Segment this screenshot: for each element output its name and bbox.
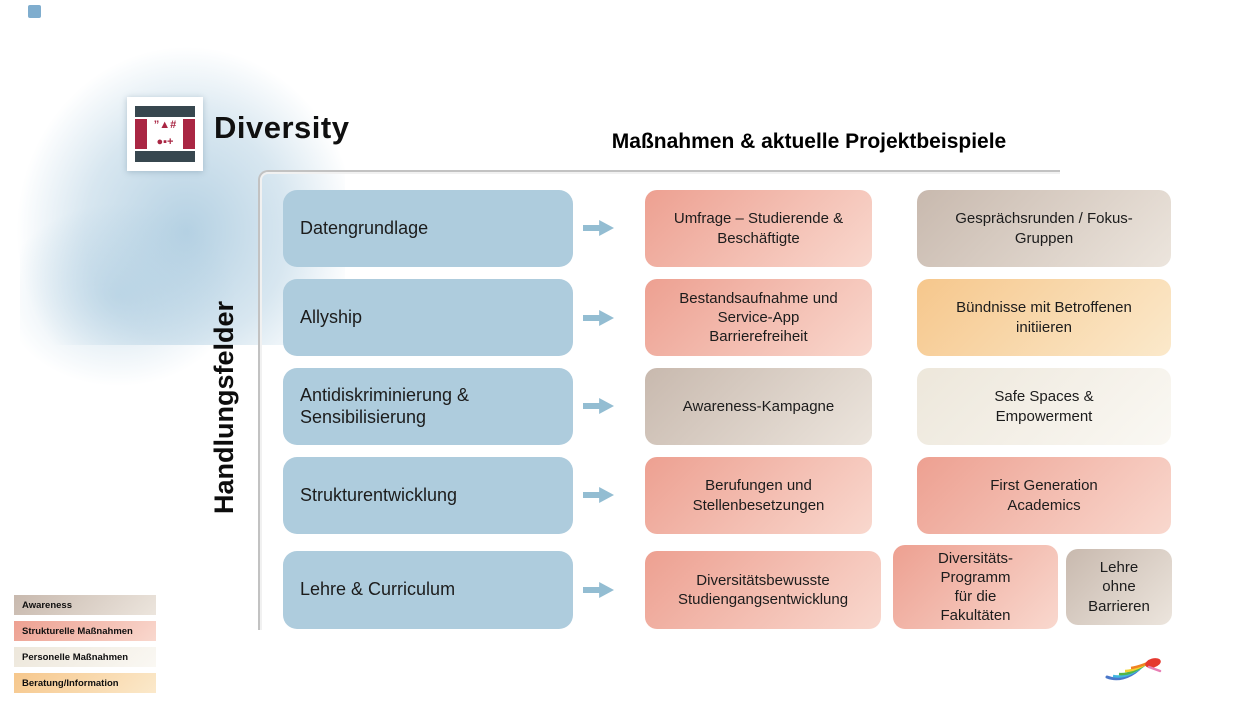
logo-right-bar [182,119,195,149]
field-datengrundlage: Datengrundlage [283,190,573,267]
legend-item-personelle: Personelle Maßnahmen [14,647,156,667]
logo-bottom-bar [135,151,195,162]
background-cloud [20,200,240,390]
field-allyship: Allyship [283,279,573,356]
right-arrow-icon [583,582,614,598]
university-logo-icon: ”▲# ●▪+ [127,97,203,171]
measure-umfrage: Umfrage – Studierende & Beschäftigte [645,190,872,267]
measure-berufungen: Berufungen und Stellenbesetzungen [645,457,872,534]
slide-title: Diversity [214,110,350,145]
legend-item-strukturelle: Strukturelle Maßnahmen [14,621,156,641]
measure-buendnisse: Bündnisse mit Betroffenen initiieren [917,279,1171,356]
field-lehre-curriculum: Lehre & Curriculum [283,551,573,629]
field-antidiskriminierung: Antidiskriminierung & Sensibilisierung [283,368,573,445]
logo-glyphs: ”▲# ●▪+ [153,119,177,148]
measure-lehre-ohne-barrieren: Lehre ohne Barrieren [1066,549,1172,625]
measure-awareness-kampagne: Awareness-Kampagne [645,368,872,445]
legend-item-awareness: Awareness [14,595,156,615]
measure-diversitaets-programm: Diversitäts- Programm für die Fakultäten [893,545,1058,629]
measures-heading: Maßnahmen & aktuelle Projektbeispiele [611,130,1007,153]
measure-gespraechsrunden: Gesprächsrunden / Fokus- Gruppen [917,190,1171,267]
logo-top-bar [135,106,195,117]
right-arrow-icon [583,398,614,414]
measure-safe-spaces: Safe Spaces & Empowerment [917,368,1171,445]
right-arrow-icon [583,487,614,503]
measure-bestandsaufnahme: Bestandsaufnahme und Service-App Barrier… [645,279,872,356]
fields-axis-label: Handlungsfelder [208,301,239,515]
logo-left-bar [135,119,147,149]
measure-first-generation: First Generation Academics [917,457,1171,534]
right-arrow-icon [583,310,614,326]
corner-square-decoration [28,5,41,18]
right-arrow-icon [583,220,614,236]
field-strukturentwicklung: Strukturentwicklung [283,457,573,534]
legend-item-beratung: Beratung/Information [14,673,156,693]
measure-diversitaetsbewusste: Diversitätsbewusste Studiengangsentwickl… [645,551,881,629]
rainbow-swoosh-icon [1105,658,1162,681]
